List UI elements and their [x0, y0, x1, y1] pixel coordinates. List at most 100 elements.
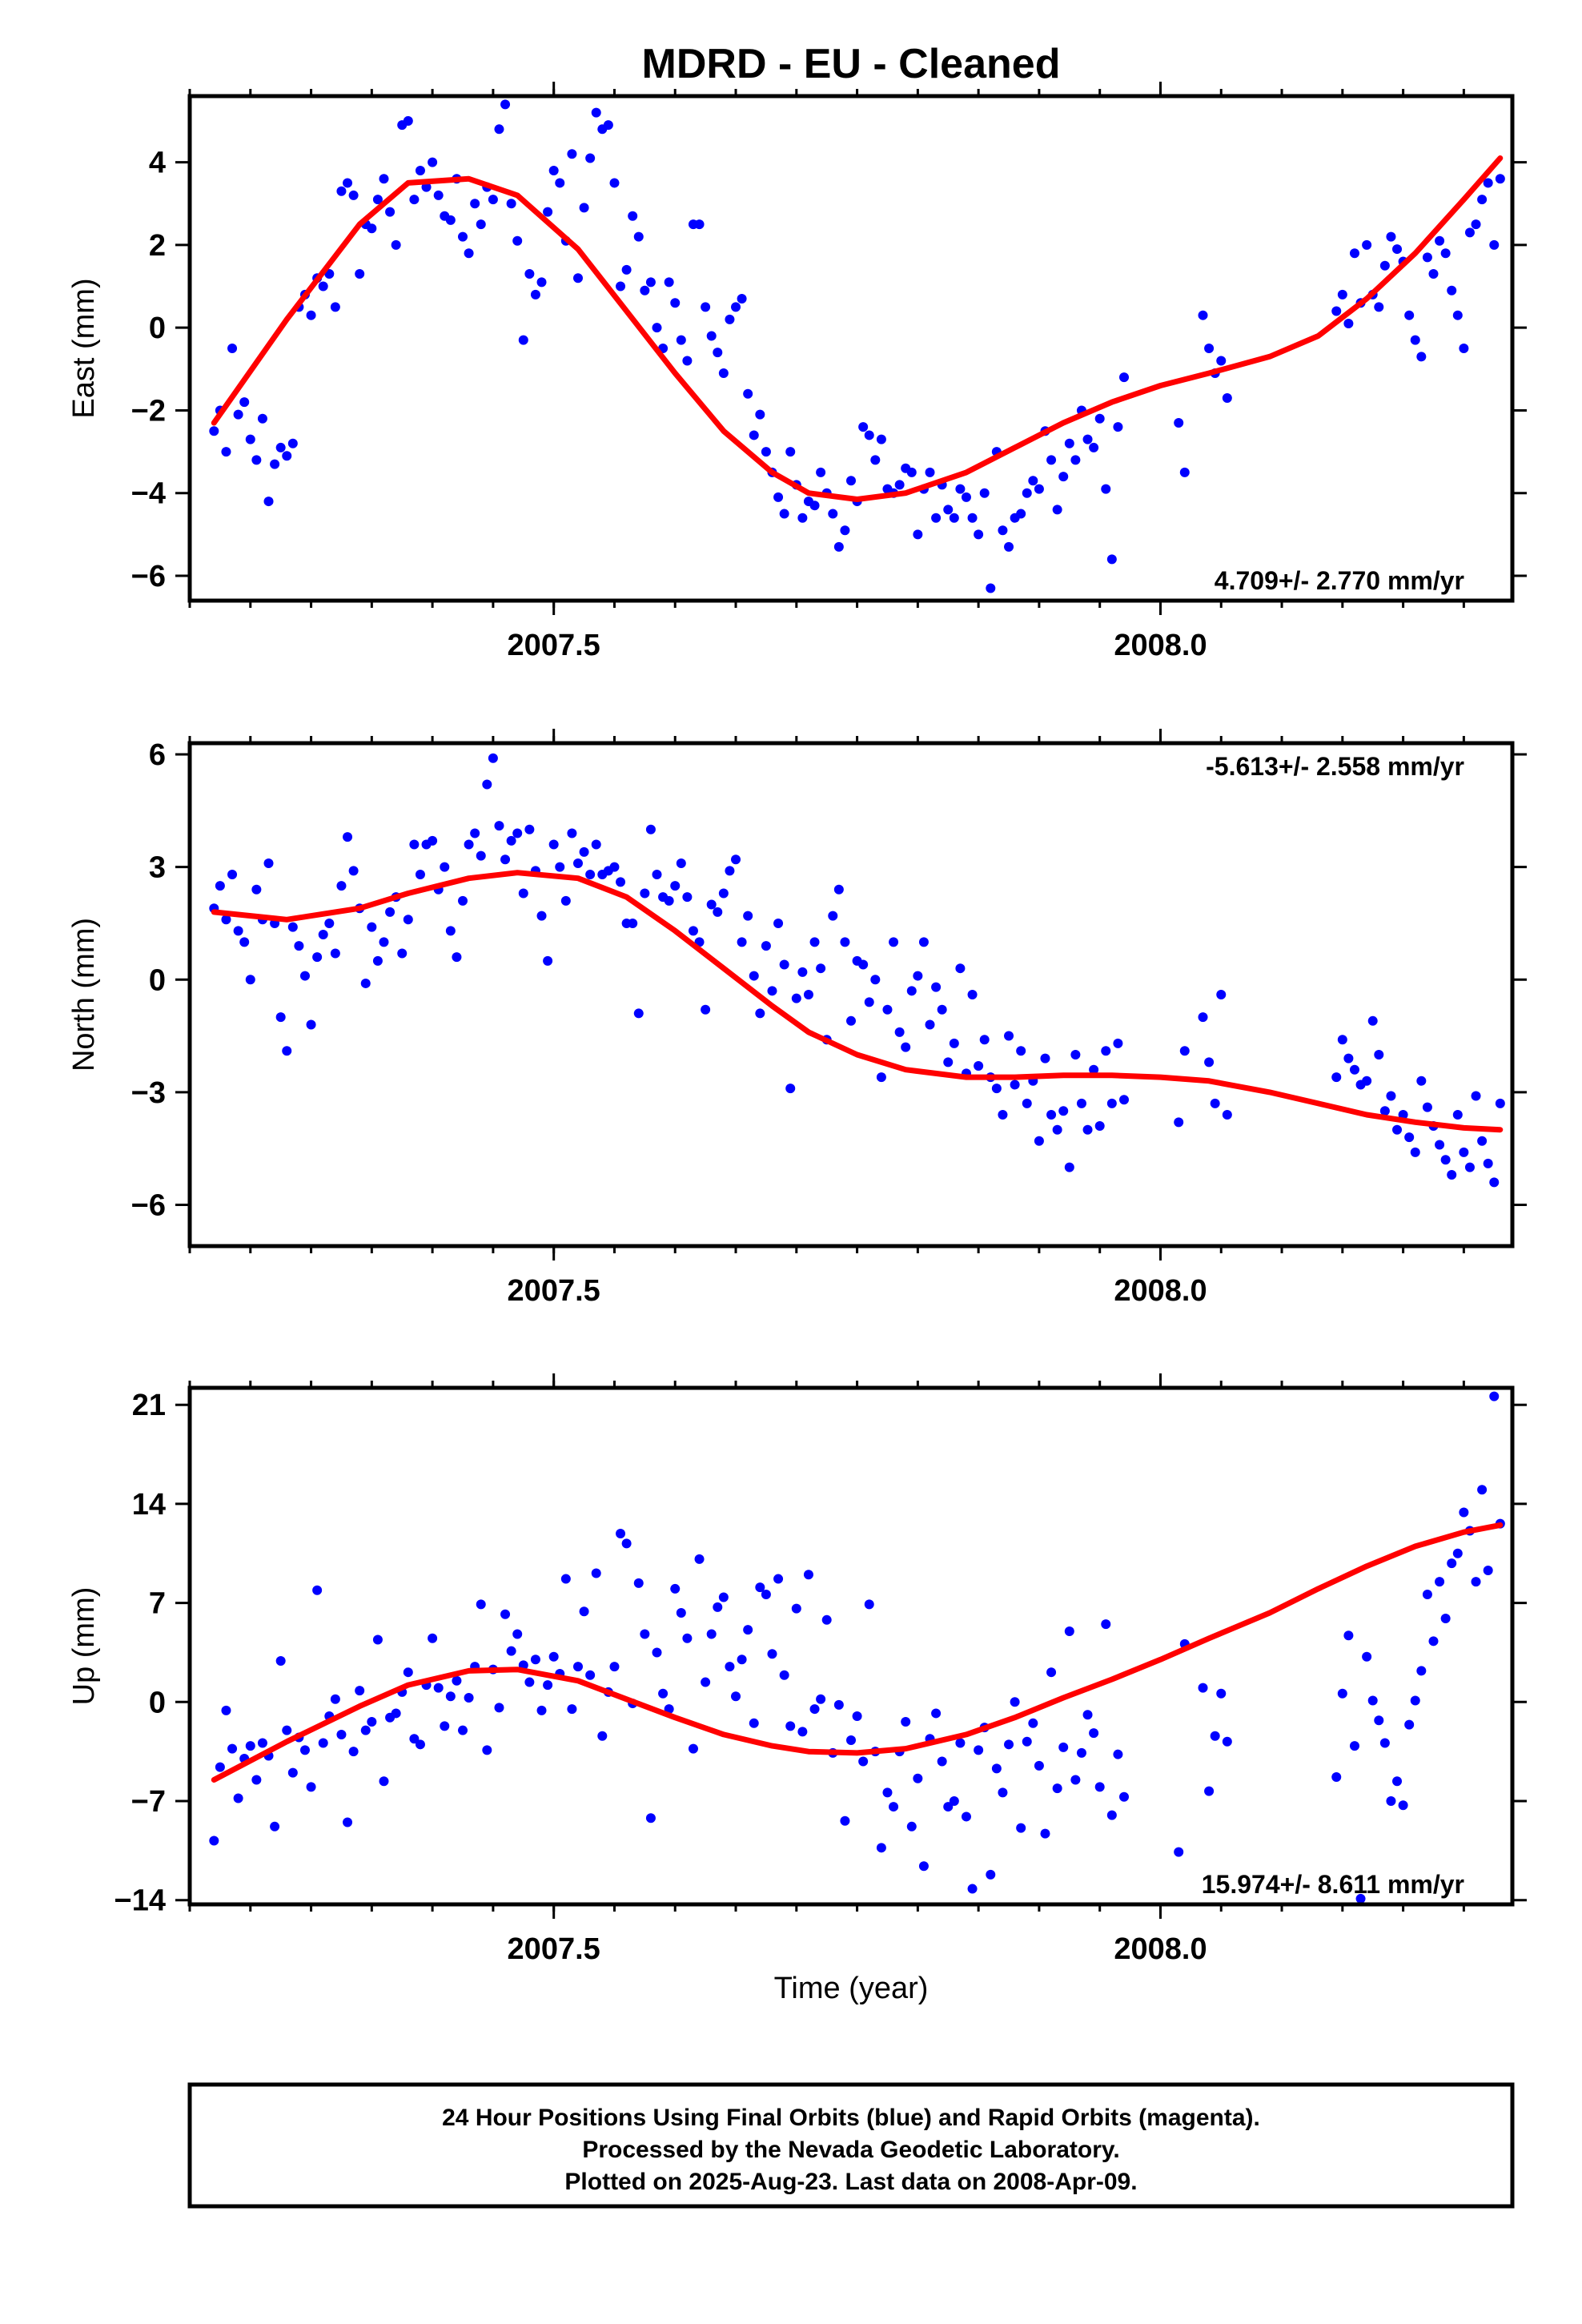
up-data-point: [1216, 1688, 1227, 1699]
up-data-point: [360, 1725, 371, 1735]
up-data-point: [913, 1773, 923, 1783]
north-data-point: [1058, 1106, 1069, 1116]
east-data-point: [725, 314, 735, 324]
up-data-point: [961, 1811, 971, 1822]
up-data-point: [931, 1708, 942, 1719]
north-data-point: [464, 839, 474, 850]
up-data-point: [512, 1629, 523, 1639]
east-data-point: [579, 203, 589, 213]
north-data-point: [1483, 1158, 1493, 1168]
east-data-point: [1362, 239, 1372, 250]
north-data-point: [749, 971, 759, 981]
north-data-point: [591, 839, 601, 850]
up-data-point: [670, 1583, 681, 1594]
north-data-point: [998, 1109, 1008, 1120]
east-data-point: [876, 434, 886, 444]
east-data-point: [1435, 235, 1445, 246]
north-data-point: [415, 870, 425, 880]
up-data-point: [809, 1704, 820, 1715]
east-data-point: [706, 331, 717, 341]
east-data-point: [1052, 505, 1062, 515]
up-y-tick-label: 0: [149, 1686, 166, 1719]
up-data-point: [585, 1670, 596, 1680]
north-rate-label: -5.613+/- 2.558 mm/yr: [1206, 752, 1464, 781]
north-data-point: [931, 982, 942, 992]
up-data-point: [1367, 1695, 1378, 1706]
east-data-point: [343, 178, 353, 188]
east-data-point: [913, 529, 923, 540]
north-data-point: [306, 1019, 316, 1030]
north-data-point: [858, 959, 869, 970]
east-x-tick-label: 2008.0: [1114, 629, 1207, 662]
north-data-point: [846, 1015, 856, 1026]
east-data-point: [445, 215, 456, 225]
up-data-point: [287, 1767, 298, 1778]
up-data-point: [330, 1694, 340, 1704]
north-data-point: [1386, 1091, 1396, 1101]
east-data-point: [572, 273, 583, 283]
up-data-point: [409, 1734, 420, 1744]
north-data-point: [287, 922, 298, 932]
up-data-point: [967, 1884, 978, 1894]
up-data-point: [1106, 1810, 1117, 1820]
up-data-point: [1355, 1893, 1366, 1904]
up-data-point: [889, 1802, 899, 1812]
north-data-point: [1362, 1076, 1372, 1086]
north-data-point: [1101, 1046, 1111, 1056]
up-data-point: [658, 1688, 669, 1699]
footer-line-2: Processed by the Nevada Geodetic Laborat…: [582, 2137, 1119, 2163]
up-data-point: [440, 1721, 450, 1731]
up-data-point: [816, 1694, 826, 1704]
east-data-point: [336, 186, 347, 196]
north-data-point: [840, 937, 850, 947]
north-data-point: [482, 779, 492, 790]
north-data-point: [1040, 1053, 1050, 1063]
up-data-point: [251, 1775, 262, 1785]
east-data-point: [470, 199, 480, 209]
east-data-point: [428, 157, 438, 167]
up-data-point: [209, 1835, 219, 1846]
east-data-point: [251, 455, 262, 465]
up-data-point: [215, 1762, 225, 1772]
up-y-tick-label: −7: [131, 1785, 166, 1819]
up-data-point: [803, 1570, 813, 1580]
east-data-point: [633, 231, 644, 242]
north-data-point: [1198, 1012, 1208, 1023]
east-data-point: [330, 302, 340, 312]
up-data-point: [1094, 1782, 1105, 1792]
north-data-point: [882, 1004, 893, 1015]
north-data-point: [470, 828, 480, 838]
up-data-point: [1386, 1796, 1396, 1806]
footer-box: 24 Hour Positions Using Final Orbits (bl…: [187, 2082, 1515, 2209]
up-data-point: [500, 1609, 511, 1619]
north-data-point: [1337, 1035, 1347, 1045]
up-x-tick-label: 2008.0: [1114, 1932, 1207, 1966]
north-data-point: [299, 971, 310, 981]
up-fit-curve: [211, 1522, 1504, 1783]
east-data-point: [731, 302, 741, 312]
east-data-point: [1198, 310, 1208, 320]
north-data-point: [536, 911, 547, 921]
north-data: [209, 753, 1505, 1188]
north-data-point: [348, 866, 359, 876]
up-data-point: [1416, 1666, 1427, 1676]
up-data-point: [998, 1787, 1008, 1798]
east-data-point: [961, 492, 971, 502]
north-data-point: [609, 862, 620, 872]
east-data-point: [616, 281, 626, 292]
north-data-point: [227, 870, 238, 880]
east-frame: [187, 94, 1515, 603]
north-data-point: [955, 963, 966, 974]
east-data-point: [640, 285, 650, 296]
north-data-point: [1331, 1072, 1342, 1083]
north-data-point: [797, 967, 808, 977]
north-data-point: [282, 1046, 292, 1056]
up-data-point: [882, 1787, 893, 1798]
up-data-point: [1362, 1651, 1372, 1662]
north-data-point: [1082, 1124, 1093, 1135]
east-data-point: [694, 219, 705, 230]
up-data-point: [591, 1568, 601, 1578]
north-data-point: [372, 955, 383, 966]
north-data-point: [512, 828, 523, 838]
east-data-point: [282, 451, 292, 461]
